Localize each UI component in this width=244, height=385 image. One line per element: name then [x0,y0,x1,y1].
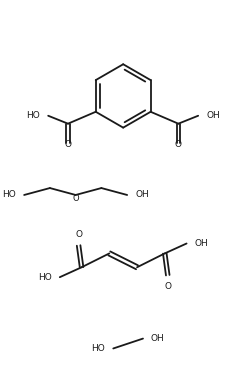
Text: O: O [75,229,82,239]
Text: HO: HO [27,111,40,120]
Text: O: O [64,141,71,149]
Text: OH: OH [151,334,165,343]
Text: O: O [175,141,182,149]
Text: OH: OH [135,191,149,199]
Text: OH: OH [206,111,220,120]
Text: HO: HO [38,273,52,282]
Text: HO: HO [2,191,16,199]
Text: HO: HO [92,344,105,353]
Text: O: O [72,194,79,203]
Text: O: O [164,282,171,291]
Text: OH: OH [194,239,208,248]
